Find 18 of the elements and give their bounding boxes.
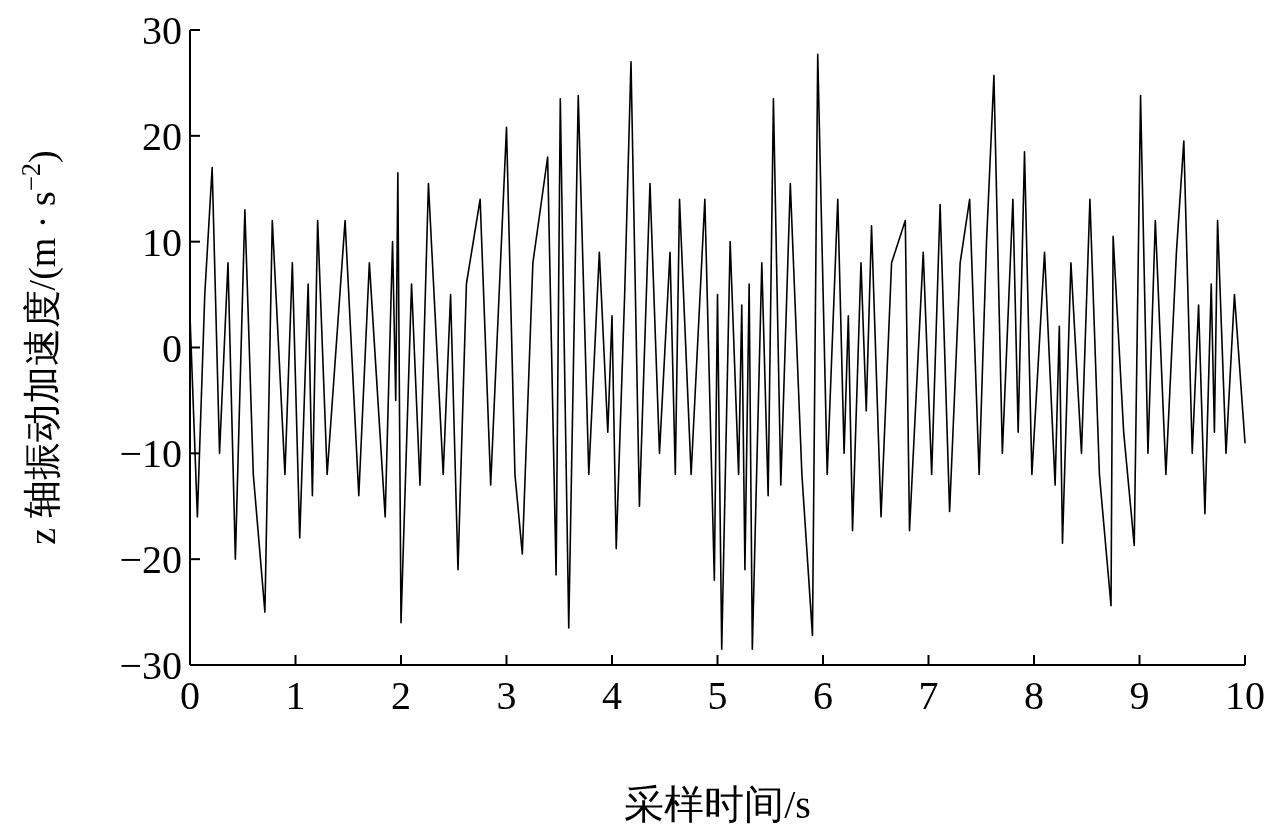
x-axis-title: 采样时间/s — [624, 782, 811, 827]
y-tick-label: 0 — [162, 325, 182, 371]
x-tick-label: 5 — [707, 673, 728, 718]
y-tick-label: 20 — [142, 113, 182, 159]
x-tick-label: 8 — [1024, 673, 1044, 718]
y-tick-label: −10 — [119, 431, 182, 477]
y-tick-label: −30 — [119, 643, 182, 688]
x-tick-label: 7 — [918, 673, 939, 718]
y-tick-label: −20 — [119, 537, 182, 583]
x-tick-label: 3 — [496, 673, 517, 718]
x-tick-label: 2 — [391, 673, 411, 718]
y-tick-label: 30 — [142, 8, 182, 53]
x-tick-label: 6 — [813, 673, 833, 718]
x-tick-label: 4 — [602, 673, 622, 718]
x-tick-label: 10 — [1225, 673, 1265, 718]
x-tick-label: 9 — [1129, 673, 1150, 718]
y-tick-label: 10 — [142, 219, 182, 265]
x-tick-label: 1 — [285, 673, 306, 718]
